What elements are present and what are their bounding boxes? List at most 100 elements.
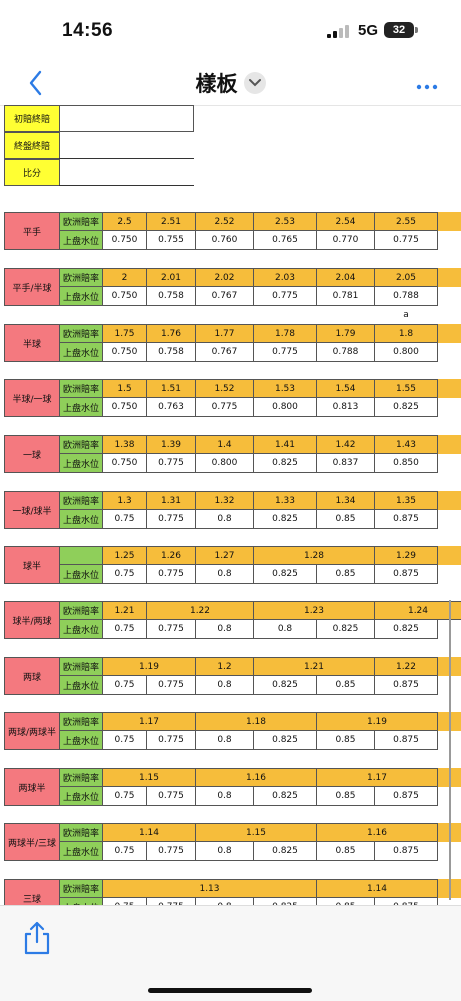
odds-cell[interactable]: 2.55 bbox=[374, 212, 438, 231]
water-cell[interactable]: 0.825 bbox=[374, 397, 438, 417]
water-row-label[interactable]: 上盘水位 bbox=[59, 786, 103, 806]
block-label[interactable]: 平手/半球 bbox=[4, 268, 60, 306]
water-cell[interactable]: 0.767 bbox=[195, 286, 254, 306]
water-cell[interactable]: 0.75 bbox=[102, 841, 147, 861]
water-cell[interactable]: 0.75 bbox=[102, 675, 147, 695]
water-row-label[interactable]: 上盘水位 bbox=[59, 230, 103, 250]
water-cell[interactable]: 0.875 bbox=[374, 564, 438, 584]
odds-cell[interactable]: 2.53 bbox=[253, 212, 317, 231]
water-cell[interactable]: 0.758 bbox=[146, 286, 196, 306]
water-cell[interactable]: 0.775 bbox=[146, 564, 196, 584]
odds-cell[interactable]: 1.54 bbox=[316, 379, 375, 398]
odds-cell[interactable]: 1.19 bbox=[316, 712, 438, 731]
water-cell[interactable]: 0.85 bbox=[316, 509, 375, 529]
odds-cell[interactable]: 2.05 bbox=[374, 268, 438, 287]
odds-cell[interactable]: 2.54 bbox=[316, 212, 375, 231]
water-cell[interactable]: 0.750 bbox=[102, 397, 147, 417]
water-cell[interactable]: 0.85 bbox=[316, 841, 375, 861]
odds-cell[interactable]: 1.24 bbox=[374, 601, 461, 620]
water-cell[interactable]: 0.800 bbox=[374, 342, 438, 362]
block-label[interactable]: 球半/两球 bbox=[4, 601, 60, 639]
block-label[interactable]: 球半 bbox=[4, 546, 60, 584]
share-button[interactable] bbox=[22, 920, 52, 956]
odds-cell[interactable]: 1.76 bbox=[146, 324, 196, 343]
water-cell[interactable]: 0.758 bbox=[146, 342, 196, 362]
block-label[interactable]: 两球半 bbox=[4, 768, 60, 806]
odds-cell[interactable]: 1.8 bbox=[374, 324, 438, 343]
water-row-label[interactable]: 上盘水位 bbox=[59, 286, 103, 306]
odds-cell[interactable]: 1.32 bbox=[195, 491, 254, 510]
odds-row-label[interactable]: 欧洲賠率 bbox=[59, 657, 103, 676]
water-cell[interactable]: 0.875 bbox=[374, 786, 438, 806]
water-cell[interactable]: 0.75 bbox=[102, 730, 147, 750]
odds-cell[interactable]: 1.16 bbox=[316, 823, 438, 842]
block-label[interactable]: 平手 bbox=[4, 212, 60, 250]
odds-cell[interactable]: 1.42 bbox=[316, 435, 375, 454]
water-cell[interactable]: 0.775 bbox=[146, 619, 196, 639]
odds-cell[interactable]: 1.38 bbox=[102, 435, 147, 454]
odds-cell[interactable]: 1.16 bbox=[195, 768, 317, 787]
block-label[interactable]: 一球 bbox=[4, 435, 60, 473]
odds-cell[interactable]: 1.55 bbox=[374, 379, 438, 398]
title-area[interactable]: 樣板 bbox=[0, 68, 461, 98]
water-cell[interactable]: 0.837 bbox=[316, 453, 375, 473]
water-cell[interactable]: 0.781 bbox=[316, 286, 375, 306]
water-cell[interactable]: 0.8 bbox=[195, 619, 254, 639]
odds-cell[interactable]: 1.39 bbox=[146, 435, 196, 454]
odds-cell[interactable]: 1.29 bbox=[374, 546, 438, 565]
water-cell[interactable]: 0.750 bbox=[102, 230, 147, 250]
odds-row-label[interactable]: 欧洲賠率 bbox=[59, 879, 103, 898]
water-cell[interactable]: 0.8 bbox=[195, 509, 254, 529]
odds-cell[interactable]: 1.2 bbox=[195, 657, 254, 676]
odds-cell[interactable]: 1.19 bbox=[102, 657, 196, 676]
water-cell[interactable]: 0.85 bbox=[316, 730, 375, 750]
block-label[interactable]: 两球 bbox=[4, 657, 60, 695]
odds-cell[interactable]: 1.43 bbox=[374, 435, 438, 454]
water-cell[interactable]: 0.770 bbox=[316, 230, 375, 250]
title-menu[interactable]: 樣板 bbox=[196, 68, 266, 98]
odds-cell[interactable]: 2.52 bbox=[195, 212, 254, 231]
odds-cell[interactable]: 1.3 bbox=[102, 491, 147, 510]
water-row-label[interactable]: 上盘水位 bbox=[59, 675, 103, 695]
scrollbar[interactable] bbox=[449, 600, 451, 900]
odds-row-label[interactable]: 欧洲賠率 bbox=[59, 435, 103, 454]
water-cell[interactable]: 0.755 bbox=[146, 230, 196, 250]
water-cell[interactable]: 0.825 bbox=[253, 564, 317, 584]
odds-cell[interactable]: 1.15 bbox=[195, 823, 317, 842]
water-cell[interactable]: 0.775 bbox=[253, 286, 317, 306]
water-cell[interactable]: 0.75 bbox=[102, 564, 147, 584]
water-cell[interactable]: 0.788 bbox=[374, 286, 438, 306]
water-cell[interactable]: 0.825 bbox=[253, 786, 317, 806]
odds-cell[interactable]: 1.75 bbox=[102, 324, 147, 343]
water-row-label[interactable]: 上盘水位 bbox=[59, 453, 103, 473]
water-cell[interactable]: 0.75 bbox=[102, 509, 147, 529]
odds-cell[interactable]: 2.51 bbox=[146, 212, 196, 231]
odds-cell[interactable]: 1.33 bbox=[253, 491, 317, 510]
odds-row-label[interactable]: 欧洲賠率 bbox=[59, 212, 103, 231]
water-cell[interactable]: 0.825 bbox=[253, 509, 317, 529]
odds-cell[interactable]: 2.01 bbox=[146, 268, 196, 287]
water-cell[interactable]: 0.8 bbox=[195, 841, 254, 861]
water-cell[interactable]: 0.800 bbox=[253, 397, 317, 417]
water-row-label[interactable]: 上盘水位 bbox=[59, 342, 103, 362]
odds-cell[interactable]: 1.35 bbox=[374, 491, 438, 510]
water-cell[interactable]: 0.825 bbox=[253, 675, 317, 695]
odds-cell[interactable]: 1.25 bbox=[102, 546, 147, 565]
water-cell[interactable]: 0.875 bbox=[374, 675, 438, 695]
water-cell[interactable]: 0.825 bbox=[253, 841, 317, 861]
water-cell[interactable]: 0.765 bbox=[253, 230, 317, 250]
odds-cell[interactable]: 1.27 bbox=[195, 546, 254, 565]
odds-cell[interactable]: 1.22 bbox=[146, 601, 254, 620]
odds-cell[interactable]: 1.21 bbox=[102, 601, 147, 620]
odds-cell[interactable]: 1.79 bbox=[316, 324, 375, 343]
water-cell[interactable]: 0.775 bbox=[374, 230, 438, 250]
water-cell[interactable]: 0.775 bbox=[146, 453, 196, 473]
more-button[interactable] bbox=[416, 76, 438, 90]
water-cell[interactable]: 0.750 bbox=[102, 286, 147, 306]
water-cell[interactable]: 0.775 bbox=[146, 786, 196, 806]
water-cell[interactable]: 0.775 bbox=[146, 730, 196, 750]
odds-cell[interactable]: 1.14 bbox=[102, 823, 196, 842]
block-label[interactable]: 半球/一球 bbox=[4, 379, 60, 417]
odds-cell[interactable]: 1.5 bbox=[102, 379, 147, 398]
